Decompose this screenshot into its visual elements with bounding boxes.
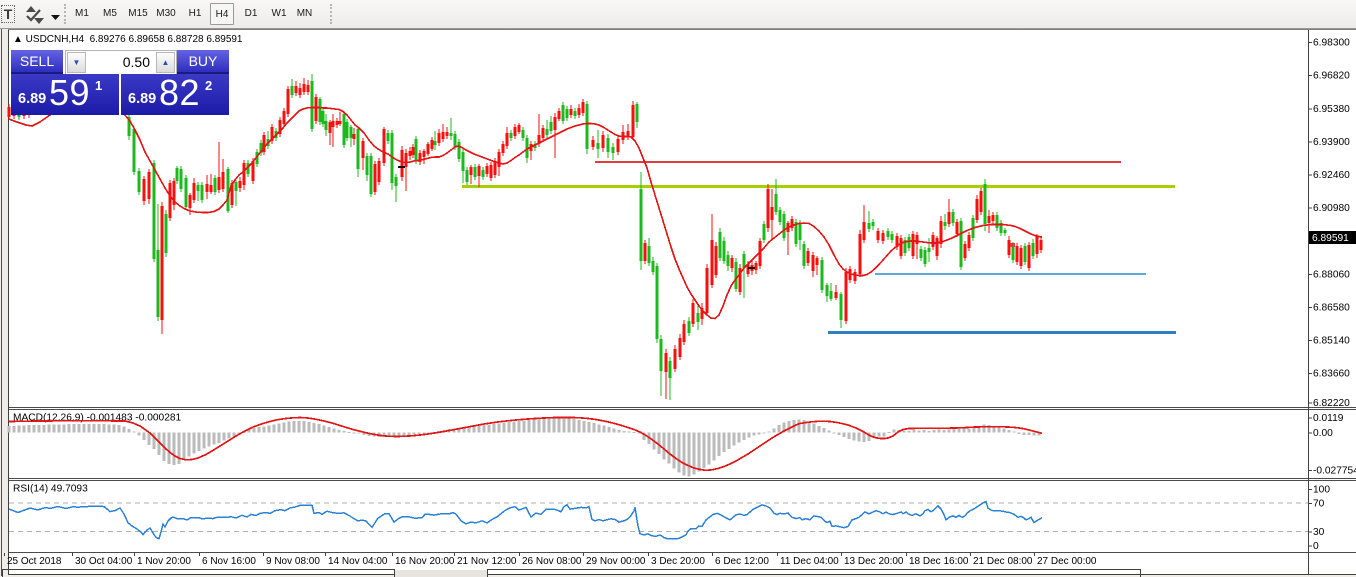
svg-text:25 Oct 2018: 25 Oct 2018 xyxy=(7,556,62,567)
svg-text:6.82220: 6.82220 xyxy=(1313,398,1350,409)
svg-text:18 Dec 16:00: 18 Dec 16:00 xyxy=(909,556,969,567)
svg-text:0: 0 xyxy=(1313,541,1319,552)
svg-text:29 Nov 00:00: 29 Nov 00:00 xyxy=(586,556,646,567)
svg-text:13 Dec 20:00: 13 Dec 20:00 xyxy=(844,556,904,567)
svg-text:27 Dec 00:00: 27 Dec 00:00 xyxy=(1037,556,1097,567)
svg-text:-0.027754: -0.027754 xyxy=(1313,466,1356,477)
svg-text:6 Dec 12:00: 6 Dec 12:00 xyxy=(715,556,769,567)
svg-text:6.95380: 6.95380 xyxy=(1313,104,1350,115)
svg-text:14 Nov 04:00: 14 Nov 04:00 xyxy=(328,556,388,567)
svg-text:6.85140: 6.85140 xyxy=(1313,336,1350,347)
svg-text:100: 100 xyxy=(1313,485,1330,496)
svg-text:RSI(14) 49.7093: RSI(14) 49.7093 xyxy=(13,484,88,495)
svg-text:3 Dec 20:00: 3 Dec 20:00 xyxy=(651,556,705,567)
svg-text:26 Nov 08:00: 26 Nov 08:00 xyxy=(522,556,582,567)
svg-text:30 Oct 04:00: 30 Oct 04:00 xyxy=(75,556,133,567)
svg-text:0.00: 0.00 xyxy=(1313,428,1333,439)
svg-text:70: 70 xyxy=(1313,499,1325,510)
svg-text:16 Nov 20:00: 16 Nov 20:00 xyxy=(395,556,455,567)
svg-text:0.0119: 0.0119 xyxy=(1313,413,1344,424)
svg-text:30: 30 xyxy=(1313,527,1325,538)
svg-text:6.96820: 6.96820 xyxy=(1313,71,1350,82)
svg-text:MACD(12,26,9) -0.001483 -0.000: MACD(12,26,9) -0.001483 -0.000281 xyxy=(13,413,182,424)
svg-text:6.89591: 6.89591 xyxy=(1312,233,1349,244)
svg-text:6.88060: 6.88060 xyxy=(1313,269,1350,280)
svg-text:6.93900: 6.93900 xyxy=(1313,137,1350,148)
svg-text:1 Nov 20:00: 1 Nov 20:00 xyxy=(137,556,191,567)
svg-text:21 Nov 12:00: 21 Nov 12:00 xyxy=(457,556,517,567)
svg-text:21 Dec 08:00: 21 Dec 08:00 xyxy=(973,556,1033,567)
svg-text:6.92460: 6.92460 xyxy=(1313,170,1350,181)
svg-text:11 Dec 04:00: 11 Dec 04:00 xyxy=(780,556,839,567)
svg-text:6.83660: 6.83660 xyxy=(1313,369,1350,380)
svg-text:6 Nov 16:00: 6 Nov 16:00 xyxy=(202,556,256,567)
svg-text:9 Nov 08:00: 9 Nov 08:00 xyxy=(266,556,320,567)
svg-text:6.90980: 6.90980 xyxy=(1313,203,1350,214)
svg-text:6.98300: 6.98300 xyxy=(1313,38,1350,49)
svg-text:6.86580: 6.86580 xyxy=(1313,303,1350,314)
